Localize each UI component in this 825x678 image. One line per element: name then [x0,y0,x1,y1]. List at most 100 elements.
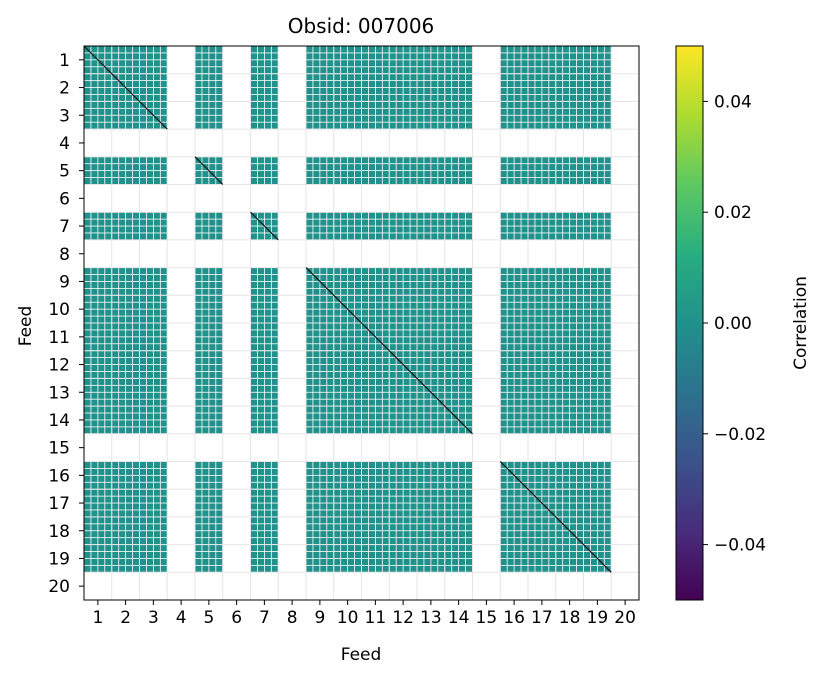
heatmap-cell [306,461,334,489]
heatmap-cell [361,545,389,572]
heatmap-cell [528,268,556,295]
heatmap-cell [361,212,389,240]
heatmap-cell [500,323,528,351]
heatmap-cell [195,268,223,295]
heatmap-cell [306,295,334,323]
heatmap-cell [250,323,278,351]
heatmap-cell [112,517,140,545]
heatmap-cell [583,295,611,323]
heatmap-cell [195,517,223,545]
heatmap-cell [500,351,528,378]
diagonal-segment [305,267,335,296]
heatmap-cell [334,351,362,378]
heatmap-cell [361,406,389,434]
heatmap-cell [389,323,417,351]
heatmap-cell [556,489,584,517]
y-tick-label: 1 [59,51,70,71]
heatmap-cell [361,461,389,489]
heatmap-cell [500,46,528,74]
heatmap-cell [556,74,584,101]
heatmap-cell [556,461,584,489]
y-tick-label: 6 [59,189,70,209]
y-tick-label: 11 [48,328,70,348]
heatmap-cell [528,157,556,185]
x-tick-label: 12 [392,608,414,628]
heatmap-cell [583,212,611,240]
heatmap-cell [361,101,389,129]
x-tick-label: 2 [120,608,131,628]
heatmap-cell [112,268,140,295]
heatmap-cell [389,378,417,406]
heatmap-cell [445,378,473,406]
heatmap-cell [556,212,584,240]
heatmap-cell [445,517,473,545]
heatmap-cell [445,489,473,517]
heatmap-cell [445,212,473,240]
y-tick-label: 18 [48,522,70,542]
heatmap-cell [556,323,584,351]
heatmap-cell [306,323,334,351]
y-axis-label: Feed [16,306,36,347]
heatmap-cell [389,157,417,185]
heatmap-cell [139,545,167,572]
heatmap-cell [556,157,584,185]
heatmap-cell [84,378,112,406]
x-tick-label: 6 [231,608,242,628]
x-tick-label: 17 [531,608,553,628]
heatmap-cell [112,46,140,74]
y-tick-label: 13 [48,383,70,403]
heatmap-cell [389,489,417,517]
heatmap-cell [139,351,167,378]
x-tick-label: 19 [587,608,609,628]
diagonal-segment [416,377,446,407]
heatmap-cell [583,351,611,378]
heatmap-cell [528,212,556,240]
heatmap-cell [306,545,334,572]
heatmap-cell [112,295,140,323]
x-tick-label: 13 [420,608,442,628]
heatmap-cell [306,489,334,517]
y-tick-label: 5 [59,162,70,182]
heatmap-cell [195,74,223,101]
heatmap-cell [556,406,584,434]
heatmap-cell [361,489,389,517]
heatmap-cell [195,46,223,74]
heatmap-cell [417,101,445,129]
heatmap-cell [112,323,140,351]
heatmap-cell [84,489,112,517]
heatmap-cell [556,46,584,74]
diagonal-line [83,45,612,573]
diagonal-segment [444,405,473,435]
heatmap-cell [250,545,278,572]
heatmap-cell [500,545,528,572]
heatmap-cell [334,74,362,101]
diagonal-segment [250,211,279,241]
x-tick-label: 15 [476,608,498,628]
heatmap-cell [583,323,611,351]
heatmap-cell [250,351,278,378]
heatmap-cell [139,461,167,489]
heatmap-cell [445,351,473,378]
heatmap-cell [500,101,528,129]
heatmap-cell [528,295,556,323]
y-tick-label: 4 [59,134,70,154]
heatmap-cell [528,545,556,572]
x-tick-label: 9 [314,608,325,628]
x-tick-label: 1 [92,608,103,628]
heatmap-cell [250,74,278,101]
heatmap-cell [445,268,473,295]
heatmap-cell [417,406,445,434]
heatmap-cell [556,101,584,129]
heatmap-cell [84,461,112,489]
heatmap-cell [556,351,584,378]
heatmap-cell [528,101,556,129]
x-tick-label: 3 [148,608,159,628]
y-tick-label: 14 [48,411,70,431]
diagonal-segment [333,294,362,324]
heatmap-cell [417,295,445,323]
heatmap-cell [583,101,611,129]
heatmap-cell [556,268,584,295]
y-tick-label: 2 [59,79,70,99]
heatmap-cell [583,489,611,517]
heatmap-cell [528,351,556,378]
